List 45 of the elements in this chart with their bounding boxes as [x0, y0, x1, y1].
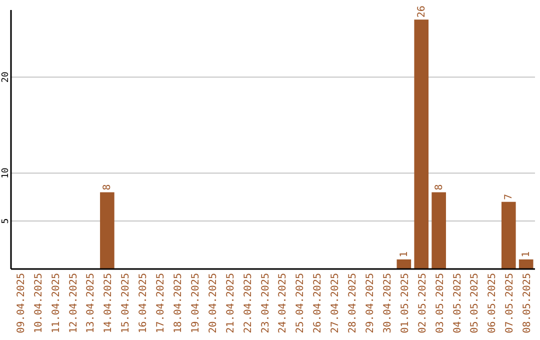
x-tick-label: 25.04.2025: [295, 273, 306, 334]
y-tick-label: 5: [1, 218, 11, 224]
x-tick-label: 19.04.2025: [190, 273, 202, 334]
x-tick-label: 24.04.2025: [278, 273, 289, 334]
bar: [100, 192, 114, 269]
x-tick-label: 20.04.2025: [208, 273, 219, 334]
x-tick-label: 29.04.2025: [365, 273, 376, 334]
bar: [518, 259, 534, 269]
bar: [432, 192, 446, 269]
x-tick-label: 07.05.2025: [504, 273, 516, 334]
x-tick-label: 14.04.2025: [103, 273, 114, 334]
x-tick-label: 18.04.2025: [172, 273, 184, 334]
x-tick-label: 05.05.2025: [470, 273, 481, 334]
x-tick-label: 15.04.2025: [120, 273, 132, 334]
bar: [414, 20, 429, 269]
x-tick-label: 04.05.2025: [452, 273, 464, 334]
x-tick-label: 22.04.2025: [242, 273, 254, 334]
x-tick-label: 23.04.2025: [260, 273, 272, 334]
bar: [501, 202, 516, 269]
x-tick-label: 10.04.2025: [33, 273, 44, 334]
x-tick-label: 21.04.2025: [225, 273, 236, 334]
x-tick-label: 27.04.2025: [330, 273, 342, 334]
y-tick-label: 10: [1, 168, 11, 178]
x-tick-label: 16.04.2025: [138, 273, 150, 334]
x-tick-label: 02.05.2025: [417, 273, 428, 334]
x-tick-label: 30.04.2025: [382, 273, 394, 334]
data-label: 1: [521, 251, 532, 258]
x-tick-label: 06.05.2025: [487, 273, 498, 334]
bar: [396, 259, 412, 269]
x-tick-label: 03.05.2025: [434, 273, 446, 334]
x-tick-label: 09.04.2025: [16, 273, 27, 334]
x-tick-label: 26.04.2025: [312, 273, 324, 334]
x-tick-label: 13.04.2025: [86, 273, 97, 334]
data-label: 1: [398, 251, 410, 258]
data-label: 8: [102, 184, 114, 190]
x-tick-label: 12.04.2025: [68, 273, 80, 334]
x-tick-label: 08.05.2025: [522, 273, 534, 334]
x-tick-label: 28.04.2025: [348, 273, 359, 334]
x-tick-label: 11.04.2025: [50, 273, 62, 334]
y-tick-label: 20: [1, 72, 11, 83]
data-label: 26: [416, 6, 428, 18]
data-label: 7: [504, 194, 515, 200]
x-tick-label: 01.05.2025: [400, 273, 411, 334]
x-tick-label: 17.04.2025: [156, 273, 167, 334]
data-label: 8: [434, 184, 445, 190]
